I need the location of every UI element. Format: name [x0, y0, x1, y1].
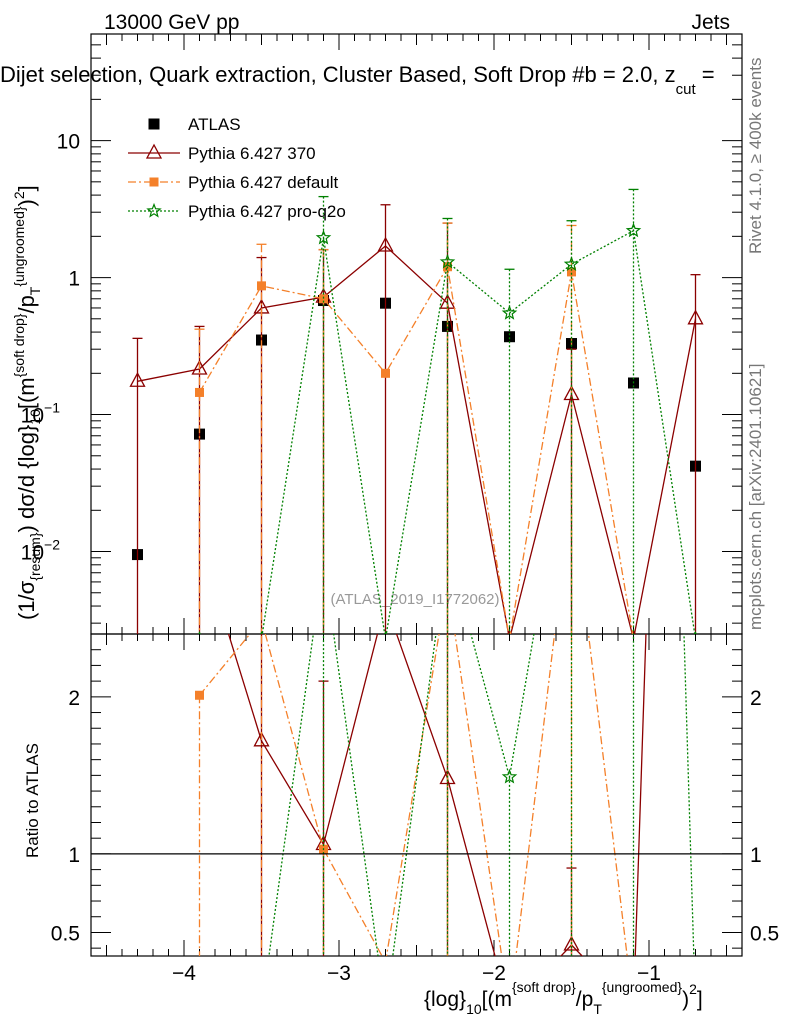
pythia-6-427-pro-q2o-point [315, 229, 332, 245]
y-tick-label: 10−1 [21, 400, 61, 428]
main-axes: 10−2 10−1 1 10 [21, 33, 743, 634]
ratio-y-tick-label-right: 1 [750, 844, 762, 867]
pythia-6-427-370-point [563, 385, 580, 401]
legend-label-pythia-6-427-pro-q2o: Pythia 6.427 pro-q2o [188, 202, 346, 221]
pythia-6-427-pro-q2o-point [439, 253, 456, 269]
y-tick-exponent: −2 [44, 537, 60, 553]
legend-label-atlas: ATLAS [188, 115, 241, 134]
pythia-6-427-default-point [567, 267, 576, 277]
pythia-6-427-pro-q2o-point [379, 1004, 391, 1016]
pythia-6-427-default-point [257, 281, 266, 291]
pythia-6-427-370-point [129, 371, 146, 387]
ratio-y-tick-label: 2 [68, 687, 80, 710]
x-tick-label: −1 [637, 962, 661, 985]
pythia-6-427-default-line [198, 264, 634, 634]
pythia-6-427-default-point [381, 958, 390, 967]
analysis-id: (ATLAS_2019_I1772062) [330, 591, 499, 608]
atlas-point [504, 331, 515, 343]
category-label: Jets [691, 11, 730, 34]
selection-title-main: Dijet selection, Quark extraction, Clust… [0, 62, 676, 87]
ratio-axes: −4 −3 −2 −1 0.5 0.5 1 1 2 2 [51, 633, 779, 985]
pythia-6-427-pro-q2o-point [501, 304, 518, 320]
pythia-6-427-370-point [687, 309, 704, 325]
legend-marker-pythia-6-427-default [149, 177, 159, 187]
pythia-6-427-pro-q2o-line [268, 634, 695, 956]
pythia-6-427-default-point [195, 387, 204, 397]
pythia-6-427-pro-q2o-point [625, 222, 642, 238]
main-series [129, 188, 704, 634]
legend-label-pythia-6-427-default: Pythia 6.427 default [188, 173, 339, 192]
pythia-6-427-pro-q2o-point [255, 1004, 267, 1016]
legend-marker-pythia-6-427-370 [145, 143, 163, 159]
y-tick-label: 10 [57, 131, 80, 154]
pythia-6-427-370-point [377, 236, 394, 252]
ratio-series [195, 634, 695, 1016]
x-tick-label: −2 [482, 962, 506, 985]
pythia-6-427-370-point [253, 731, 270, 747]
ratio-y-tick-label-right: 0.5 [750, 922, 779, 945]
ratio-y-tick-label: 1 [68, 844, 80, 867]
pythia-6-427-default-point [195, 690, 204, 700]
pythia-6-427-default-point [319, 294, 328, 304]
rivet-label: Rivet 4.1.0, ≥ 400k events [746, 58, 765, 254]
selection-title-tail: = [696, 62, 715, 87]
legend: ATLAS Pythia 6.427 370 Pythia 6.427 defaul… [128, 115, 346, 221]
pythia-6-427-pro-q2o-point [501, 768, 518, 784]
pythia-6-427-370-point [439, 769, 456, 785]
mcplots-label: mcplots.cern.ch [arXiv:2401.10621] [746, 364, 765, 630]
ratio-y-tick-label: 0.5 [51, 922, 80, 945]
legend-marker-atlas [148, 118, 160, 130]
pythia-6-427-default-line [198, 634, 628, 956]
y-tick-label: 1 [68, 268, 80, 291]
pythia-6-427-default-point [381, 368, 390, 378]
legend-label-pythia-6-427-370: Pythia 6.427 370 [188, 144, 316, 163]
legend-marker-pythia-6-427-pro-q2o [146, 202, 162, 218]
pythia-6-427-370-point [563, 935, 580, 951]
pythia-6-427-pro-q2o-line [261, 229, 696, 634]
ratio-ylabel: Ratio to ATLAS [23, 743, 42, 858]
pythia-6-427-pro-q2o-point [563, 256, 580, 271]
pythia-6-427-370-point [627, 1001, 641, 1014]
selection-title: Dijet selection, Quark extraction, Clust… [0, 62, 715, 98]
pythia-6-427-default-point [629, 1004, 638, 1013]
energy-label: 13000 GeV pp [104, 11, 239, 34]
x-tick-label: −4 [172, 962, 196, 985]
y-tick-exponent: −1 [44, 400, 60, 416]
y-tick-label: 10−2 [21, 537, 61, 565]
ratio-y-tick-label-right: 2 [750, 687, 762, 710]
x-tick-label: −3 [327, 962, 351, 985]
pythia-6-427-370-line [137, 245, 697, 634]
selection-title-sub: cut [676, 81, 697, 98]
